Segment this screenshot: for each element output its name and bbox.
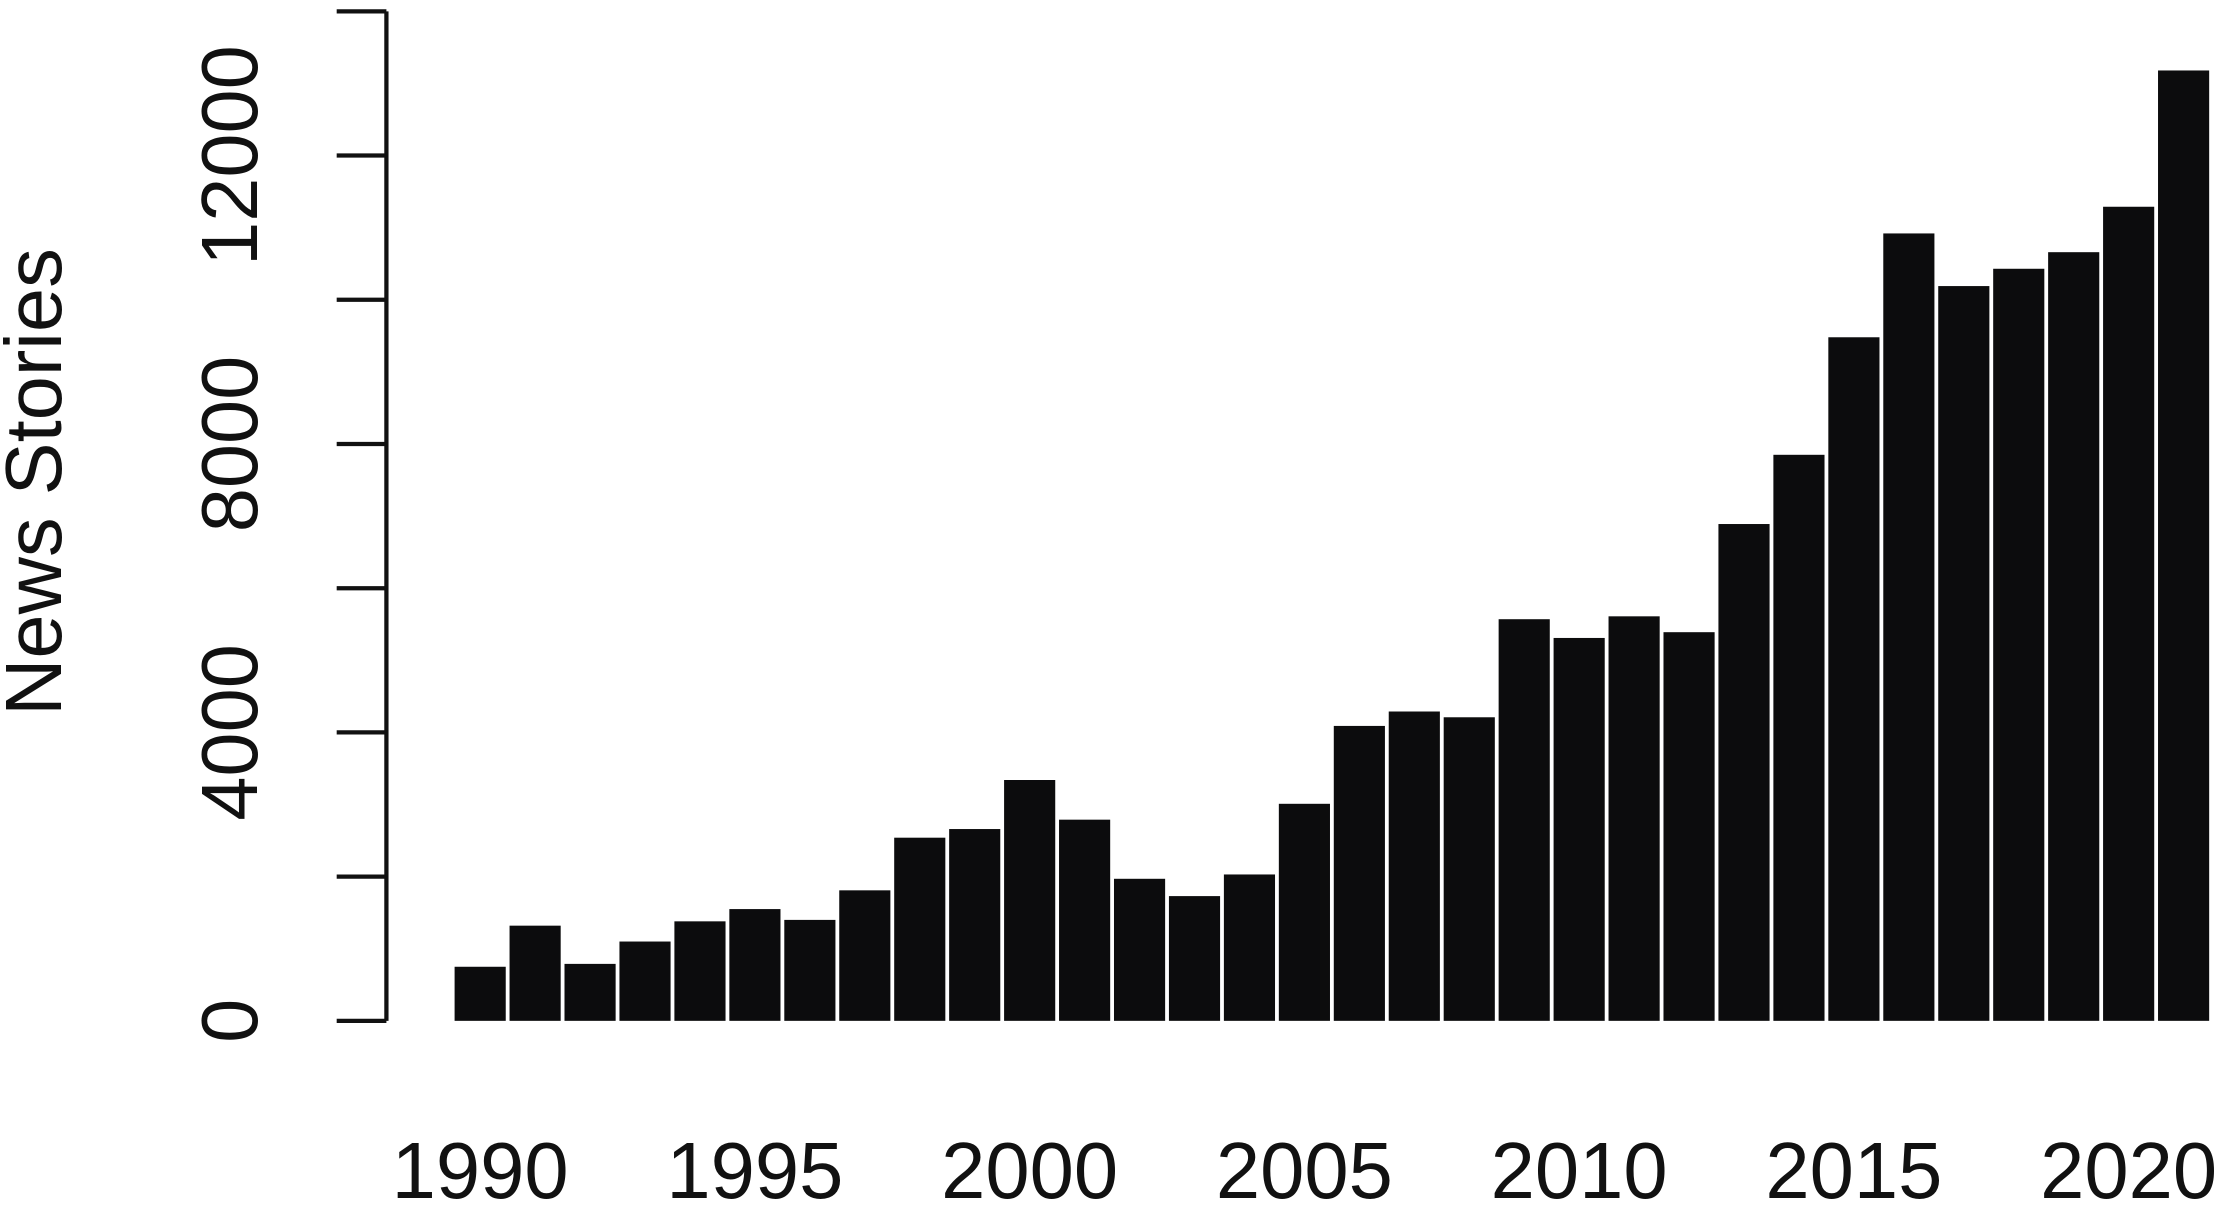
bar: [674, 921, 726, 1021]
bar: [1553, 637, 1605, 1021]
bar: [1168, 896, 1221, 1021]
y-tick-label: 4000: [185, 644, 274, 821]
x-tick-label: 1990: [392, 1126, 569, 1208]
bar: [1883, 233, 1935, 1021]
bar: [2158, 70, 2210, 1021]
bar: [1993, 268, 2045, 1021]
bar: [1223, 874, 1276, 1021]
bar: [1333, 725, 1385, 1021]
bar: [839, 890, 891, 1021]
bar: [509, 925, 561, 1021]
y-axis-label: News Stories: [0, 248, 78, 716]
bar: [784, 919, 836, 1021]
bar: [1278, 803, 1330, 1021]
y-tick-label: 12000: [185, 45, 274, 266]
bar: [1004, 780, 1056, 1021]
bar: [1608, 616, 1660, 1021]
y-tick-label: 0: [185, 999, 274, 1043]
bar: [454, 966, 506, 1021]
bar: [2048, 252, 2100, 1021]
x-tick-label: 2000: [941, 1126, 1118, 1208]
y-tick-label: 8000: [185, 356, 274, 533]
x-tick-label: 2010: [1491, 1126, 1668, 1208]
bar: [1718, 524, 1770, 1021]
x-tick-label: 2015: [1765, 1126, 1942, 1208]
bar: [1498, 619, 1550, 1021]
bar: [949, 829, 1001, 1021]
bar: [619, 941, 671, 1021]
bar: [729, 909, 781, 1021]
bar: [1828, 337, 1880, 1021]
x-tick-label: 1995: [666, 1126, 843, 1208]
bar: [1938, 286, 1990, 1021]
bar: [1443, 717, 1495, 1021]
bar: [894, 837, 946, 1021]
bar: [2103, 206, 2155, 1021]
x-tick-label: 2005: [1216, 1126, 1393, 1208]
bar: [564, 963, 616, 1021]
bar: [1773, 454, 1825, 1021]
bar: [1113, 878, 1166, 1021]
bar: [1059, 819, 1111, 1021]
bar: [1388, 711, 1440, 1021]
bar: [1663, 632, 1715, 1021]
x-tick-label: 2020: [2040, 1126, 2217, 1208]
